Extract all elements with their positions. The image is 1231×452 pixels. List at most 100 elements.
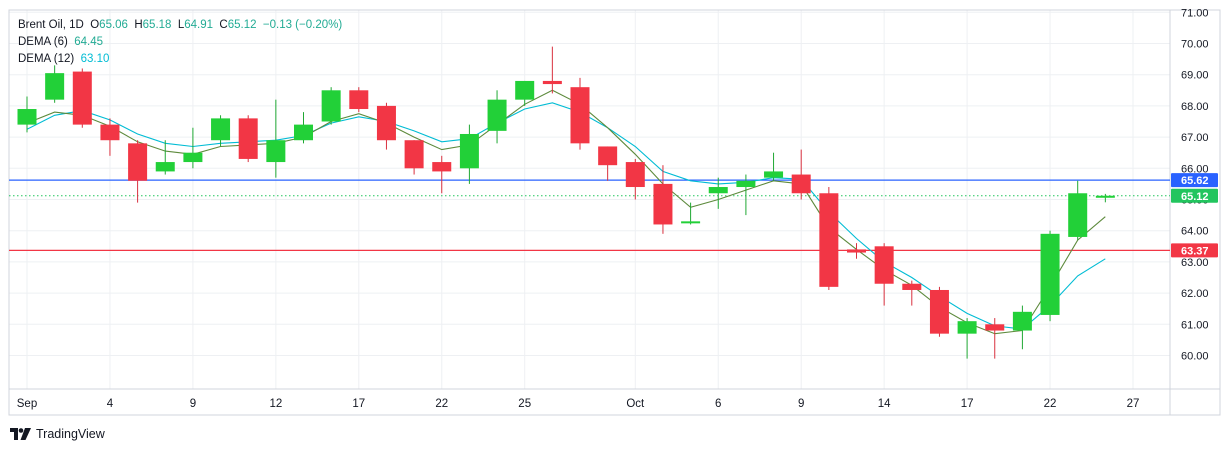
candle-body [128, 143, 148, 181]
candle-body [985, 324, 1005, 331]
x-tick-label: 6 [715, 398, 721, 410]
candle-body [929, 289, 949, 334]
support-tag: 63.37 [1171, 243, 1218, 258]
candle-down [376, 102, 396, 150]
x-tick-label: 14 [878, 398, 891, 410]
ohlc-row: Brent Oil, 1D O65.06 H65.18 L64.91 C65.1… [18, 17, 342, 34]
dema-line-12 [26, 102, 1106, 330]
candle-body [45, 73, 65, 100]
candle-down [847, 243, 866, 259]
candle-down [929, 286, 949, 337]
dema12-label: DEMA (12) [18, 53, 75, 65]
candle-body [155, 162, 175, 172]
brand-name: TradingView [36, 427, 105, 441]
chart-frame [8, 9, 1221, 416]
low-label: L [177, 19, 185, 31]
y-tick-label: 70.00 [1181, 39, 1209, 51]
candle-body [266, 140, 286, 163]
candle-body [459, 133, 479, 169]
y-tick-label: 67.00 [1181, 132, 1209, 144]
candle-up [1068, 180, 1088, 241]
dema6-value: 64.45 [74, 36, 104, 48]
candle-body [791, 174, 811, 194]
candle-down [100, 118, 120, 156]
support-tag-box [1171, 243, 1218, 258]
dema-line-6 [26, 89, 1106, 335]
candle-body [819, 193, 839, 287]
y-tick-label: 62.00 [1181, 288, 1209, 300]
x-tick-label: 17 [352, 398, 365, 410]
tradingview-logo[interactable]: TradingView [10, 427, 105, 441]
candle-body [570, 87, 590, 144]
x-tick-label: 22 [435, 398, 448, 410]
candle-down [874, 243, 894, 306]
y-tick-label: 68.00 [1181, 101, 1209, 113]
symbol-label: Brent Oil, 1D [18, 19, 84, 31]
candle-down [72, 68, 92, 128]
y-tick-label: 61.00 [1181, 319, 1209, 331]
candle-up [321, 87, 341, 125]
x-axis[interactable]: Sep 4 9 12 17 22 25 Oct 6 9 14 17 22 27 [17, 398, 1140, 410]
candle-down [542, 46, 562, 94]
candle-down [653, 165, 673, 234]
x-tick-label: 22 [1044, 398, 1057, 410]
candle-body [1068, 193, 1088, 237]
y-tick-label: 66.00 [1181, 163, 1209, 175]
candle-down [570, 77, 590, 150]
candle-up [45, 65, 65, 103]
candle-up [957, 318, 977, 359]
candle-up [266, 99, 286, 178]
candle-down [349, 87, 369, 113]
resistance-tag-box [1171, 173, 1218, 188]
candle-body [432, 162, 452, 172]
x-tick-label: 9 [798, 398, 804, 410]
candle-up [155, 140, 175, 175]
candle-body [1012, 311, 1032, 331]
x-tick-label: 27 [1127, 398, 1140, 410]
candle-body [542, 80, 562, 85]
chart-legend: Brent Oil, 1D O65.06 H65.18 L64.91 C65.1… [18, 17, 342, 68]
candle-body [847, 249, 866, 253]
y-tick-label: 64.00 [1181, 226, 1209, 238]
candle-body [653, 183, 673, 225]
candle-up [764, 152, 784, 181]
candle-body [211, 118, 231, 141]
candle-down [625, 158, 645, 200]
x-tick-label: Sep [17, 398, 37, 410]
x-tick-label: 25 [518, 398, 531, 410]
candle-body [487, 99, 507, 131]
candle-body [72, 71, 92, 125]
close-label: C [219, 19, 228, 31]
candle-body [957, 321, 977, 334]
candle-up [708, 177, 728, 209]
candle-body [902, 283, 922, 290]
candle-up [1012, 305, 1032, 350]
open-value: 65.06 [99, 19, 128, 31]
candle-up [294, 112, 313, 144]
resistance-tag-text: 65.62 [1181, 175, 1209, 187]
candle-body [321, 90, 341, 122]
dema12-value: 63.10 [80, 53, 110, 65]
high-value: 65.18 [142, 19, 172, 31]
candle-body [17, 109, 37, 125]
candle-body [100, 124, 120, 141]
candle-down [791, 149, 811, 200]
dema-6-series [26, 89, 1106, 335]
candle-down [432, 155, 452, 194]
last-price-tag: 65.12 [1171, 188, 1218, 203]
tradingview-icon [10, 428, 31, 440]
dema6-label: DEMA (6) [18, 36, 68, 48]
candle-down [985, 318, 1005, 359]
dema-12-series [26, 102, 1106, 330]
candle-body [1040, 233, 1060, 315]
candle-body [183, 152, 203, 163]
candle-down [598, 146, 618, 181]
dema12-row: DEMA (12) 63.10 [18, 51, 342, 68]
candle-body [708, 187, 728, 194]
close-value: 65.12 [227, 19, 257, 31]
x-tick-label: Oct [626, 398, 645, 410]
candle-body [764, 171, 784, 178]
last-price-tag-text: 65.12 [1181, 191, 1209, 203]
candle-down [404, 140, 424, 175]
